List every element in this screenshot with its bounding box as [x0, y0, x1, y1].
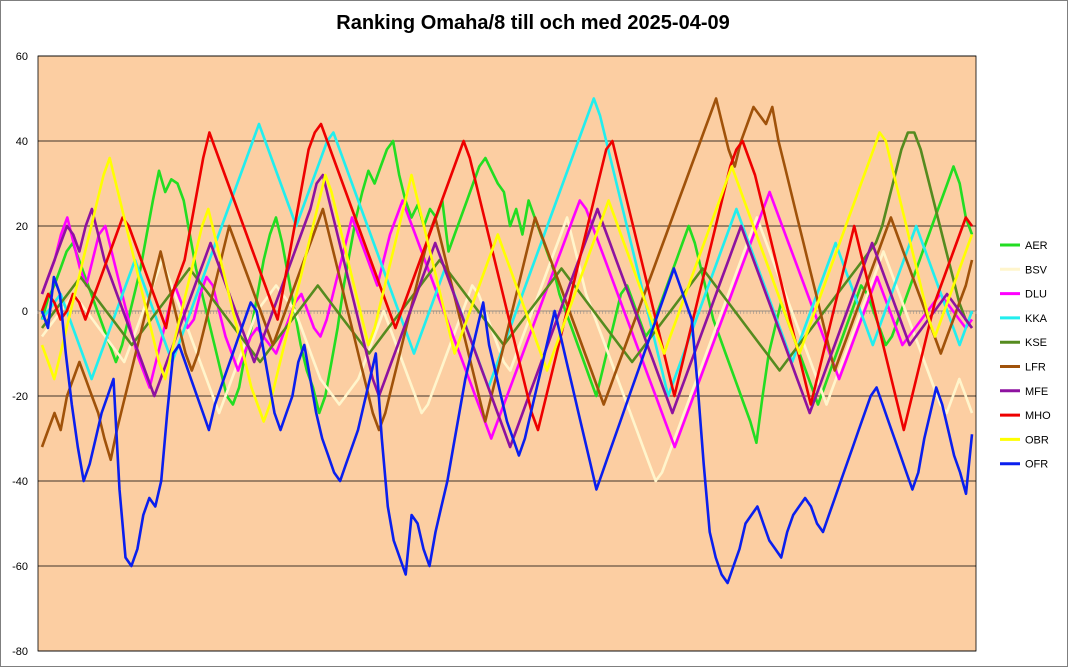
legend-label-kka: KKA — [1025, 313, 1048, 325]
legend-label-bsv: BSV — [1025, 264, 1048, 276]
legend-label-mho: MHO — [1025, 410, 1051, 422]
y-tick-label: -40 — [12, 476, 28, 488]
y-tick-label: 0 — [22, 306, 28, 318]
y-tick-label: -60 — [12, 561, 28, 573]
series-line-aer — [40, 139, 974, 445]
y-tick-label: 60 — [16, 51, 28, 63]
series-lines — [40, 97, 974, 585]
legend-label-aer: AER — [1025, 240, 1048, 252]
y-tick-label: -80 — [12, 646, 28, 658]
legend-label-kse: KSE — [1025, 337, 1047, 349]
legend-label-dlu: DLU — [1025, 289, 1047, 301]
legend-label-obr: OBR — [1025, 434, 1049, 446]
y-axis-tick-labels: 60 40 20 0 -20 -40 -60 -80 — [12, 51, 28, 658]
y-tick-label: 40 — [16, 136, 28, 148]
chart-title: Ranking Omaha/8 till och med 2025-04-09 — [336, 12, 730, 34]
plot-area — [37, 55, 977, 652]
series-line-lfr — [40, 97, 974, 462]
y-tick-label: 20 — [16, 221, 28, 233]
y-tick-label: -20 — [12, 391, 28, 403]
series-line-mfe — [40, 173, 974, 449]
series-line-ofr — [40, 267, 974, 585]
legend-label-ofr: OFR — [1025, 459, 1048, 471]
series-line-mho — [40, 122, 974, 432]
legend-label-lfr: LFR — [1025, 362, 1046, 374]
series-line-obr — [40, 131, 974, 423]
legend-label-mfe: MFE — [1025, 386, 1048, 398]
legend: AER BSV DLU KKA KSE LFR MFE MHO OBR OFR — [1000, 240, 1051, 471]
